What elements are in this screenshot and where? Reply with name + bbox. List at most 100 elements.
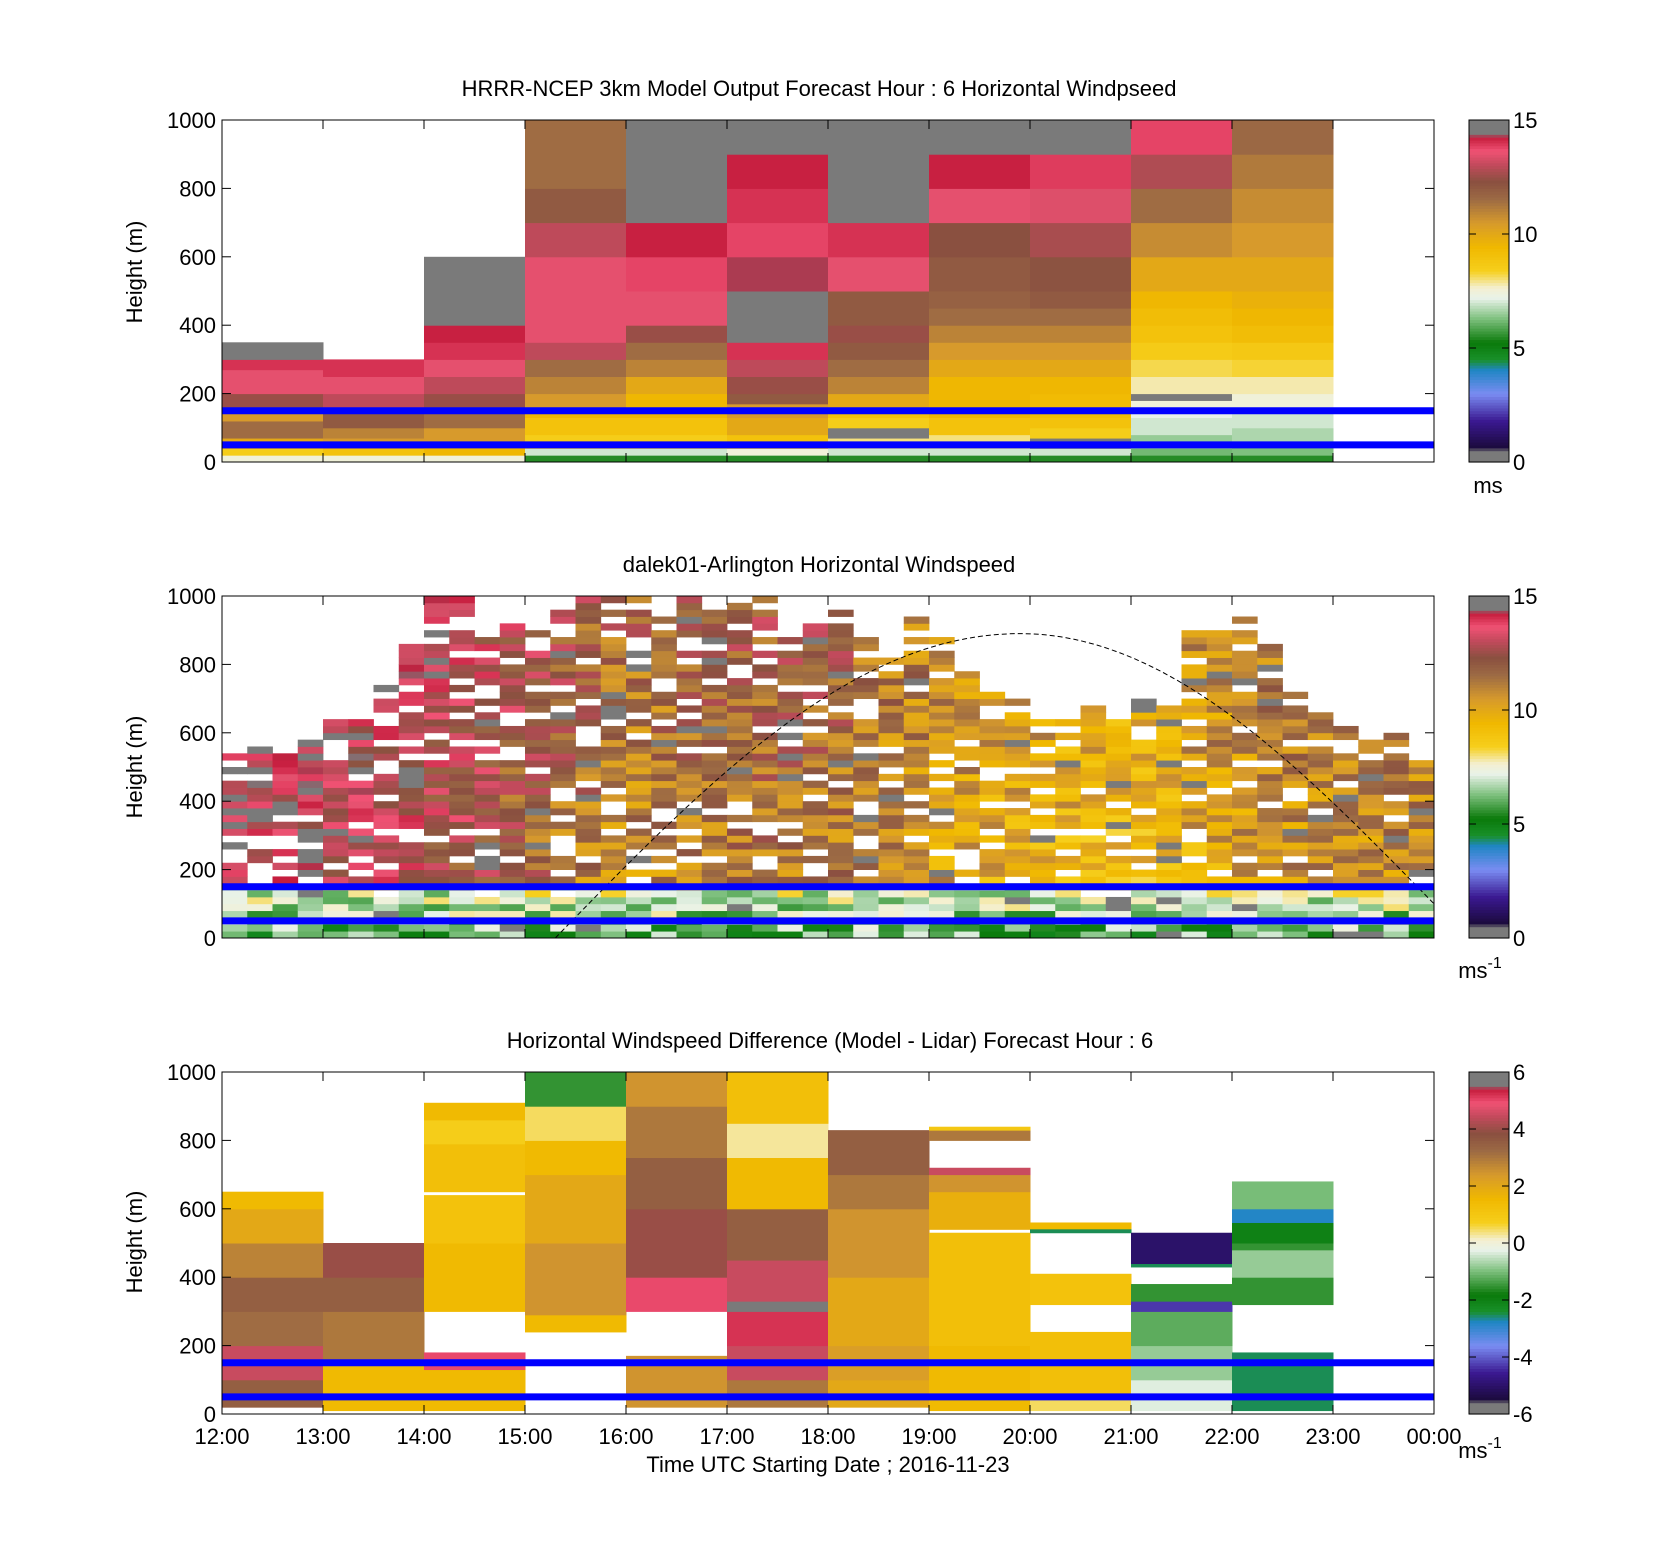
colorbar-segment	[1469, 878, 1509, 882]
lidar-cell	[272, 849, 299, 857]
colorbar-segment	[1469, 1163, 1509, 1167]
lidar-cell	[550, 910, 576, 918]
lidar-cell	[802, 828, 829, 836]
colorbar-frame	[1468, 595, 1510, 939]
lidar-cell	[853, 719, 879, 727]
lidar-cell	[323, 814, 349, 823]
lidar-cell	[222, 876, 248, 884]
lidar-cell	[676, 739, 703, 747]
lidar-cell	[777, 657, 804, 665]
lidar-cell	[1358, 835, 1384, 843]
lidar-cell	[802, 780, 829, 788]
lidar-cell	[1333, 855, 1359, 864]
lidar-cell	[449, 890, 475, 898]
lidar-cell	[272, 910, 299, 918]
heatmap-cell	[1030, 342, 1132, 360]
colorbar-segment	[1469, 1228, 1509, 1233]
lidar-cell	[323, 780, 349, 788]
lidar-cell	[777, 671, 804, 679]
lidar-cell	[1206, 684, 1233, 693]
lidar-cell	[929, 664, 955, 672]
lidar-cell	[272, 767, 299, 775]
heatmap-cell	[1232, 1277, 1334, 1306]
colorbar-segment	[1469, 177, 1509, 181]
lidar-cell	[878, 698, 905, 706]
lidar-cell	[424, 609, 450, 617]
heatmap-cell	[828, 120, 930, 189]
lidar-cell	[1004, 869, 1031, 877]
lidar-cell	[676, 787, 703, 795]
lidar-cell	[1358, 896, 1384, 905]
heatmap-cell	[626, 342, 728, 360]
lidar-cell	[903, 821, 930, 829]
lidar-cell	[424, 664, 450, 672]
lidar-cell	[1333, 753, 1359, 761]
heatmap-plot-area	[222, 120, 1434, 463]
lidar-cell	[1232, 835, 1258, 843]
lidar-cell	[777, 794, 804, 802]
lidar-cell	[626, 705, 652, 713]
colorbar-tick-label: 6	[1513, 1060, 1525, 1085]
lidar-cell	[550, 637, 576, 645]
lidar-cell	[247, 855, 273, 864]
lidar-cell	[348, 753, 374, 761]
x-axis-tick-labels: 12:00 13:00 14:00 15:00 16:00 17:00 18:00 19:00…	[194, 1424, 1461, 1449]
lidar-cell	[424, 780, 450, 788]
lidar-cell	[651, 869, 677, 877]
lidar-cell	[929, 896, 955, 905]
lidar-cell	[1307, 931, 1334, 939]
lidar-cell	[348, 801, 374, 809]
lidar-cell	[1206, 890, 1233, 898]
lidar-cell	[373, 835, 400, 843]
colorbar-segment	[1469, 151, 1509, 155]
lidar-cell	[651, 910, 677, 918]
lidar-cell	[828, 630, 854, 638]
colorbar-segment	[1469, 630, 1509, 634]
lidar-cell	[1004, 780, 1031, 788]
lidar-cell	[550, 924, 576, 932]
lidar-cell	[222, 828, 248, 836]
heatmap-cell	[626, 1277, 728, 1312]
colorbar-segment	[1469, 798, 1509, 802]
colorbar-segment	[1469, 430, 1509, 435]
lidar-cell	[1408, 903, 1435, 912]
lidar-cell	[1004, 842, 1031, 850]
lidar-cell	[1156, 801, 1182, 809]
lidar-cell	[424, 657, 450, 665]
lidar-cell	[954, 787, 980, 795]
heatmap-cell	[323, 427, 425, 439]
lidar-cell	[1257, 739, 1283, 747]
lidar-cell	[828, 712, 854, 720]
colorbar-segment	[1469, 1385, 1509, 1389]
lidar-cell	[752, 698, 778, 706]
lidar-cell	[903, 828, 930, 836]
colorbar-segment	[1469, 282, 1509, 286]
lidar-cell	[449, 835, 475, 843]
lidar-cell	[752, 903, 778, 912]
lidar-cell	[1156, 787, 1182, 795]
colorbar-segment	[1469, 376, 1509, 380]
lidar-cell	[929, 821, 955, 829]
colorbar-segment	[1469, 1220, 1509, 1224]
lidar-cell	[752, 596, 778, 604]
lidar-cell	[575, 712, 602, 720]
lidar-cell	[1232, 616, 1258, 624]
lidar-cell	[1408, 821, 1435, 829]
colorbar-segment	[1469, 653, 1509, 657]
lidar-cell	[1080, 903, 1107, 912]
lidar-cell	[1206, 896, 1233, 905]
heatmap-cell	[727, 1311, 829, 1347]
lidar-cell	[626, 896, 652, 905]
lidar-cell	[1257, 767, 1283, 775]
x-tick-label: 12:00	[194, 1424, 249, 1449]
lidar-cell	[903, 746, 930, 754]
lidar-cell	[449, 910, 475, 918]
lidar-cell	[1080, 855, 1107, 864]
colorbar-tick-label: 0	[1513, 926, 1525, 951]
lidar-cell	[1257, 814, 1283, 823]
lidar-cell	[676, 814, 703, 823]
lidar-cell	[222, 924, 248, 932]
colorbar-segment	[1469, 1117, 1509, 1122]
lidar-cell	[903, 814, 930, 823]
